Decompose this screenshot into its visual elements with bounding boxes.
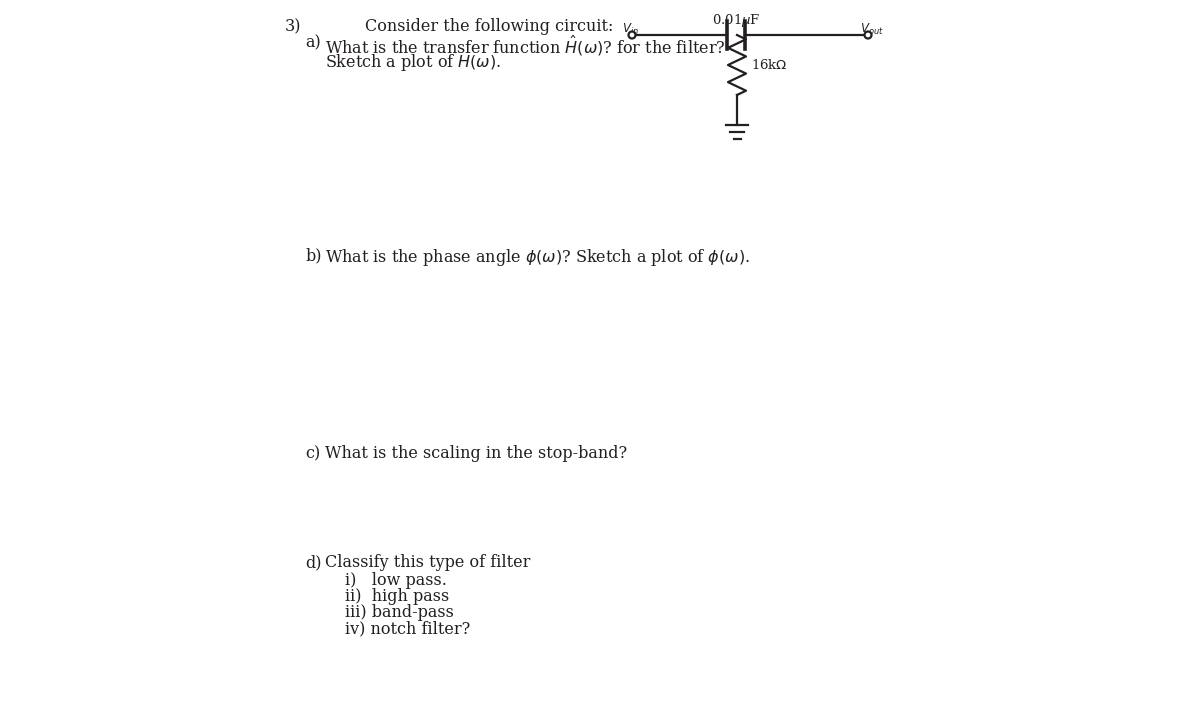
Circle shape xyxy=(629,32,636,39)
Text: a): a) xyxy=(305,34,320,51)
Text: b): b) xyxy=(305,247,322,264)
Text: 3): 3) xyxy=(286,18,301,35)
Text: 16k$\Omega$: 16k$\Omega$ xyxy=(751,58,787,72)
Text: Consider the following circuit:: Consider the following circuit: xyxy=(365,18,613,35)
Text: $V_{out}$: $V_{out}$ xyxy=(860,22,883,37)
Text: i)   low pass.: i) low pass. xyxy=(346,572,446,589)
Text: iv) notch filter?: iv) notch filter? xyxy=(346,620,470,637)
Text: c): c) xyxy=(305,445,320,462)
Text: d): d) xyxy=(305,554,322,571)
Text: Sketch a plot of $H(\omega)$.: Sketch a plot of $H(\omega)$. xyxy=(325,52,502,73)
Text: 0.01$\mu$F: 0.01$\mu$F xyxy=(712,12,761,29)
Text: $V_{in}$: $V_{in}$ xyxy=(622,22,638,37)
Text: Classify this type of filter: Classify this type of filter xyxy=(325,554,530,571)
Text: What is the phase angle $\phi(\omega)$? Sketch a plot of $\phi(\omega)$.: What is the phase angle $\phi(\omega)$? … xyxy=(325,247,750,268)
Text: What is the transfer function $\hat{H}(\omega)$? for the filter?: What is the transfer function $\hat{H}(\… xyxy=(325,34,726,58)
Text: ii)  high pass: ii) high pass xyxy=(346,588,449,605)
Circle shape xyxy=(864,32,871,39)
Text: What is the scaling in the stop-band?: What is the scaling in the stop-band? xyxy=(325,445,628,462)
Text: iii) band-pass: iii) band-pass xyxy=(346,604,454,621)
